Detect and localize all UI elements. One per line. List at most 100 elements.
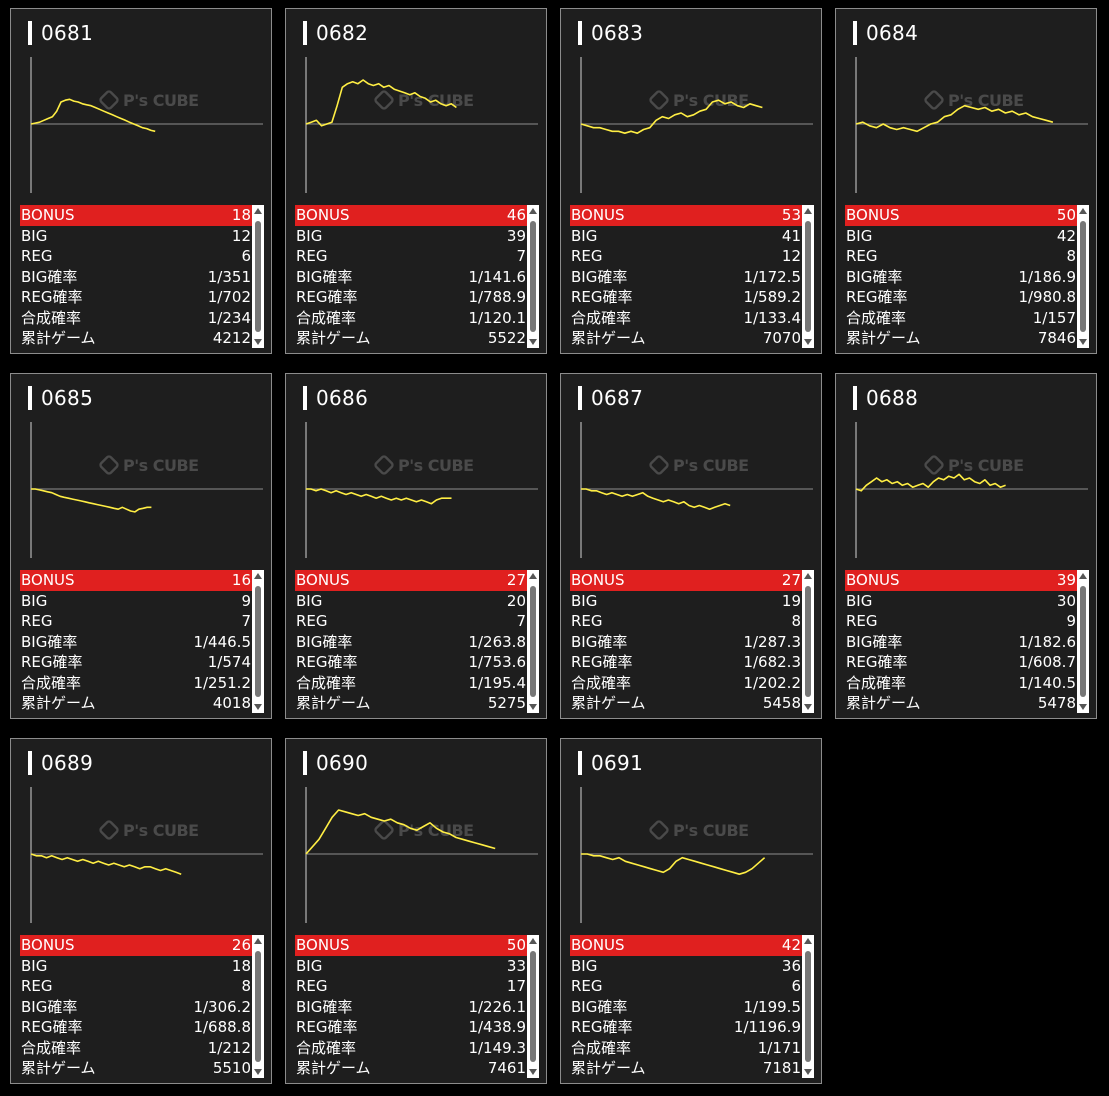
stats-scrollbar[interactable] [1077,570,1089,713]
machine-card-0684[interactable]: 0684 P's CUBE BONUS 50 BIG 42 REG 8 BIG確率 1/… [835,8,1097,354]
stat-row-combined-rate: 合成確率 1/157 [845,308,1077,329]
scroll-down-arrow-icon[interactable] [529,704,537,710]
stat-row-big: BIG 20 [295,591,527,612]
stat-row-total-games: 累計ゲーム 7846 [845,328,1077,349]
scroll-thumb[interactable] [255,586,261,697]
reg-value: 9 [1066,612,1076,631]
scroll-thumb[interactable] [1080,586,1086,697]
stat-row-reg-rate: REG確率 1/1196.9 [570,1017,802,1038]
stats-scrollbar[interactable] [252,570,264,713]
watermark-brand: P's CUBE [123,91,199,110]
scroll-thumb[interactable] [805,586,811,697]
scroll-up-arrow-icon[interactable] [804,208,812,214]
reg-rate-label: REG確率 [571,288,633,307]
graph-svg [30,422,263,558]
combined-rate-label: 合成確率 [21,308,82,327]
big-rate-value: 1/306.2 [193,997,251,1016]
scroll-down-arrow-icon[interactable] [254,1069,262,1075]
machine-card-0685[interactable]: 0685 P's CUBE BONUS 16 BIG 9 REG 7 BIG確率 1/4… [10,373,272,719]
stats-scrollbar[interactable] [802,205,814,348]
total-games-label: 累計ゲーム [296,1059,371,1078]
stats-scrollbar[interactable] [802,935,814,1078]
graph-trend-line [30,853,182,875]
stats-scrollbar[interactable] [802,570,814,713]
scroll-up-arrow-icon[interactable] [804,938,812,944]
machine-card-0683[interactable]: 0683 P's CUBE BONUS 53 BIG 41 REG 12 BIG確率 1… [560,8,822,354]
stats-scrollbar[interactable] [252,935,264,1078]
stats-scrollbar[interactable] [527,570,539,713]
scroll-up-arrow-icon[interactable] [529,573,537,579]
scroll-down-arrow-icon[interactable] [529,1069,537,1075]
stat-row-total-games: 累計ゲーム 7461 [295,1058,527,1079]
scroll-up-arrow-icon[interactable] [254,938,262,944]
machine-number: 0683 [591,21,644,45]
stats-scrollbar[interactable] [527,205,539,348]
scroll-down-arrow-icon[interactable] [1079,704,1087,710]
stats-scrollbar[interactable] [1077,205,1089,348]
stat-row-big: BIG 12 [20,226,252,247]
scroll-thumb[interactable] [530,221,536,332]
scroll-down-arrow-icon[interactable] [1079,339,1087,345]
machine-card-0688[interactable]: 0688 P's CUBE BONUS 39 BIG 30 REG 9 BIG確率 1/… [835,373,1097,719]
stat-row-reg-rate: REG確率 1/702 [20,287,252,308]
scroll-up-arrow-icon[interactable] [529,938,537,944]
header-accent-bar [28,386,32,410]
scroll-thumb[interactable] [530,586,536,697]
scroll-up-arrow-icon[interactable] [1079,573,1087,579]
scroll-down-arrow-icon[interactable] [254,339,262,345]
stat-row-bonus: BONUS 39 [845,570,1077,591]
scroll-down-arrow-icon[interactable] [804,339,812,345]
scroll-thumb[interactable] [805,221,811,332]
machine-card-0690[interactable]: 0690 P's CUBE BONUS 50 BIG 33 REG 17 BIG確率 1… [285,738,547,1084]
machine-number: 0690 [316,751,369,775]
machine-header: 0683 [578,21,643,45]
scroll-thumb[interactable] [530,951,536,1062]
reg-rate-value: 1/438.9 [468,1018,526,1037]
scroll-thumb[interactable] [255,951,261,1062]
scroll-down-arrow-icon[interactable] [529,339,537,345]
watermark-brand: P's CUBE [123,821,199,840]
stats-scrollbar[interactable] [252,205,264,348]
total-games-label: 累計ゲーム [296,329,371,348]
total-games-label: 累計ゲーム [21,1059,96,1078]
bonus-label: BONUS [846,206,900,225]
stats-table: BONUS 27 BIG 19 REG 8 BIG確率 1/287.3 REG確率 1/6… [570,570,802,714]
total-games-label: 累計ゲーム [21,329,96,348]
reg-value: 8 [791,612,801,631]
stat-row-big-rate: BIG確率 1/226.1 [295,997,527,1018]
machine-number: 0688 [866,386,919,410]
scroll-up-arrow-icon[interactable] [254,573,262,579]
reg-rate-value: 1/788.9 [468,288,526,307]
graph-svg [580,787,813,923]
scroll-down-arrow-icon[interactable] [254,704,262,710]
scroll-up-arrow-icon[interactable] [529,208,537,214]
bonus-value: 27 [781,571,801,590]
machine-card-0691[interactable]: 0691 P's CUBE BONUS 42 BIG 36 REG 6 BIG確率 1/… [560,738,822,1084]
total-games-label: 累計ゲーム [846,694,921,713]
combined-rate-label: 合成確率 [296,673,357,692]
machine-card-0682[interactable]: 0682 P's CUBE BONUS 46 BIG 39 REG 7 BIG確率 1/… [285,8,547,354]
scroll-thumb[interactable] [255,221,261,332]
big-rate-label: BIG確率 [296,997,353,1016]
big-value: 33 [506,956,526,975]
machine-card-0681[interactable]: 0681 P's CUBE BONUS 18 BIG 12 REG 6 BIG確率 1/… [10,8,272,354]
reg-value: 6 [791,977,801,996]
scroll-down-arrow-icon[interactable] [804,1069,812,1075]
machine-card-0689[interactable]: 0689 P's CUBE BONUS 26 BIG 18 REG 8 BIG確率 1/… [10,738,272,1084]
machine-card-0687[interactable]: 0687 P's CUBE BONUS 27 BIG 19 REG 8 BIG確率 1/… [560,373,822,719]
machine-card-0686[interactable]: 0686 P's CUBE BONUS 27 BIG 20 REG 7 BIG確率 1/… [285,373,547,719]
combined-rate-label: 合成確率 [296,1038,357,1057]
stat-row-combined-rate: 合成確率 1/234 [20,308,252,329]
scroll-down-arrow-icon[interactable] [804,704,812,710]
big-value: 18 [231,956,251,975]
stat-row-big-rate: BIG確率 1/287.3 [570,632,802,653]
stat-row-reg-rate: REG確率 1/682.3 [570,652,802,673]
watermark-brand: P's CUBE [398,456,474,475]
scroll-up-arrow-icon[interactable] [1079,208,1087,214]
scroll-up-arrow-icon[interactable] [804,573,812,579]
scroll-thumb[interactable] [805,951,811,1062]
scroll-thumb[interactable] [1080,221,1086,332]
scroll-up-arrow-icon[interactable] [254,208,262,214]
stats-scrollbar[interactable] [527,935,539,1078]
total-games-value: 5522 [487,329,526,348]
